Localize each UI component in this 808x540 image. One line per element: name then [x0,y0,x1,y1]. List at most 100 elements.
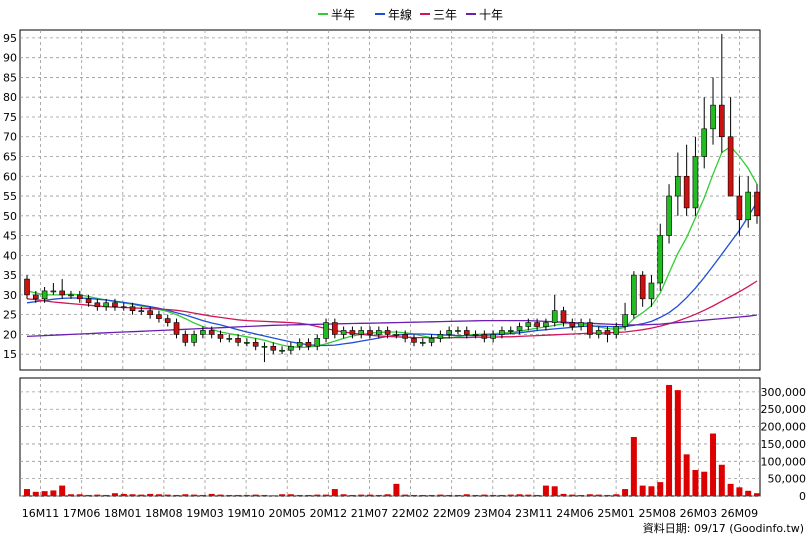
volume-bar [323,494,330,496]
candle-body [50,290,57,293]
candle-body [288,345,294,351]
candle-body [402,334,408,339]
candle-body [578,322,584,327]
volume-bar [419,494,426,496]
volume-bar [331,489,338,496]
candle-body [622,314,628,327]
volume-tick-label: 100,000 [761,455,807,468]
candle [85,294,92,307]
volume-tick-label: 150,000 [761,438,807,451]
candle-body [657,235,664,284]
volume-bar [446,494,453,496]
volume-bar [305,494,312,496]
candle-body [507,330,514,332]
price-tick-label: 30 [3,289,17,302]
ma-line-ma_10y [26,314,758,338]
volume-bar [701,471,708,496]
x-tick-label: 20M12 [310,507,348,520]
volume-bar [226,494,233,496]
candle-body [112,302,118,308]
candle-body [120,306,127,309]
volume-bar [560,493,567,496]
candle [323,318,329,343]
volume-bar [542,485,549,496]
volume-bar [578,494,585,496]
candle [349,326,356,339]
candle [376,326,382,339]
candle-body [710,104,716,130]
candle [525,318,532,331]
candle-body [164,318,171,323]
volume-bar [534,494,541,496]
candle [622,302,628,331]
candle-body [543,322,549,327]
volume-bar [50,490,57,496]
candle-body [446,330,452,335]
candle [507,326,514,335]
candle [24,275,30,299]
x-tick-label: 26M03 [680,507,718,520]
candle-body [613,326,620,335]
ma-line-ma_half [26,145,758,349]
volume-bar [164,494,171,496]
candle [472,330,479,339]
candle-body [323,322,329,339]
candle-body [244,342,250,344]
candle [235,334,241,347]
candle [164,314,171,327]
candle-body [719,104,725,138]
candle-body [490,334,496,339]
candle [666,184,672,244]
volume-bar [67,494,74,496]
candle-body [516,326,523,331]
volume-bar [384,494,391,496]
candle [745,176,752,228]
volume-bar [235,494,242,496]
volume-bar [648,486,655,496]
price-tick-label: 75 [3,111,17,124]
candle [631,271,637,319]
candle [76,290,83,303]
candle-body [393,334,400,336]
candle [156,310,162,323]
candle [103,298,109,311]
price-tick-label: 70 [3,131,17,144]
candle [569,318,576,331]
candle [384,326,391,339]
volume-bar [745,490,752,496]
x-tick-label: 25M01 [597,507,635,520]
candle-body [296,342,303,347]
price-tick-label: 55 [3,190,17,203]
candle-body [754,191,760,217]
legend-item-ma_half: 半年 [318,8,355,22]
candle-body [252,342,259,347]
candle-body [24,278,30,296]
x-tick-label: 22M02 [392,507,430,520]
candle-body [534,322,540,327]
volume-bar [710,433,717,496]
candle [340,326,347,339]
candle-body [217,334,224,339]
price-tick-label: 50 [3,210,17,223]
candle-body [173,322,180,335]
candle-body [472,334,479,336]
price-tick-label: 15 [3,348,17,361]
volume-bar [595,494,602,496]
candle-body [525,322,532,327]
candle-body [411,338,417,343]
candle [138,306,145,315]
x-tick-label: 21M07 [351,507,389,520]
volume-bar [252,494,259,496]
candle-body [314,338,321,347]
x-tick-label: 20M05 [268,507,306,520]
candle [261,342,268,363]
candle [499,326,505,339]
candle-body [41,290,48,300]
volume-bar [428,494,435,496]
volume-bar [410,494,417,496]
candle [692,136,699,216]
volume-bar [340,494,347,496]
candle [455,326,461,335]
candle-body [736,195,743,221]
candle [120,302,127,311]
